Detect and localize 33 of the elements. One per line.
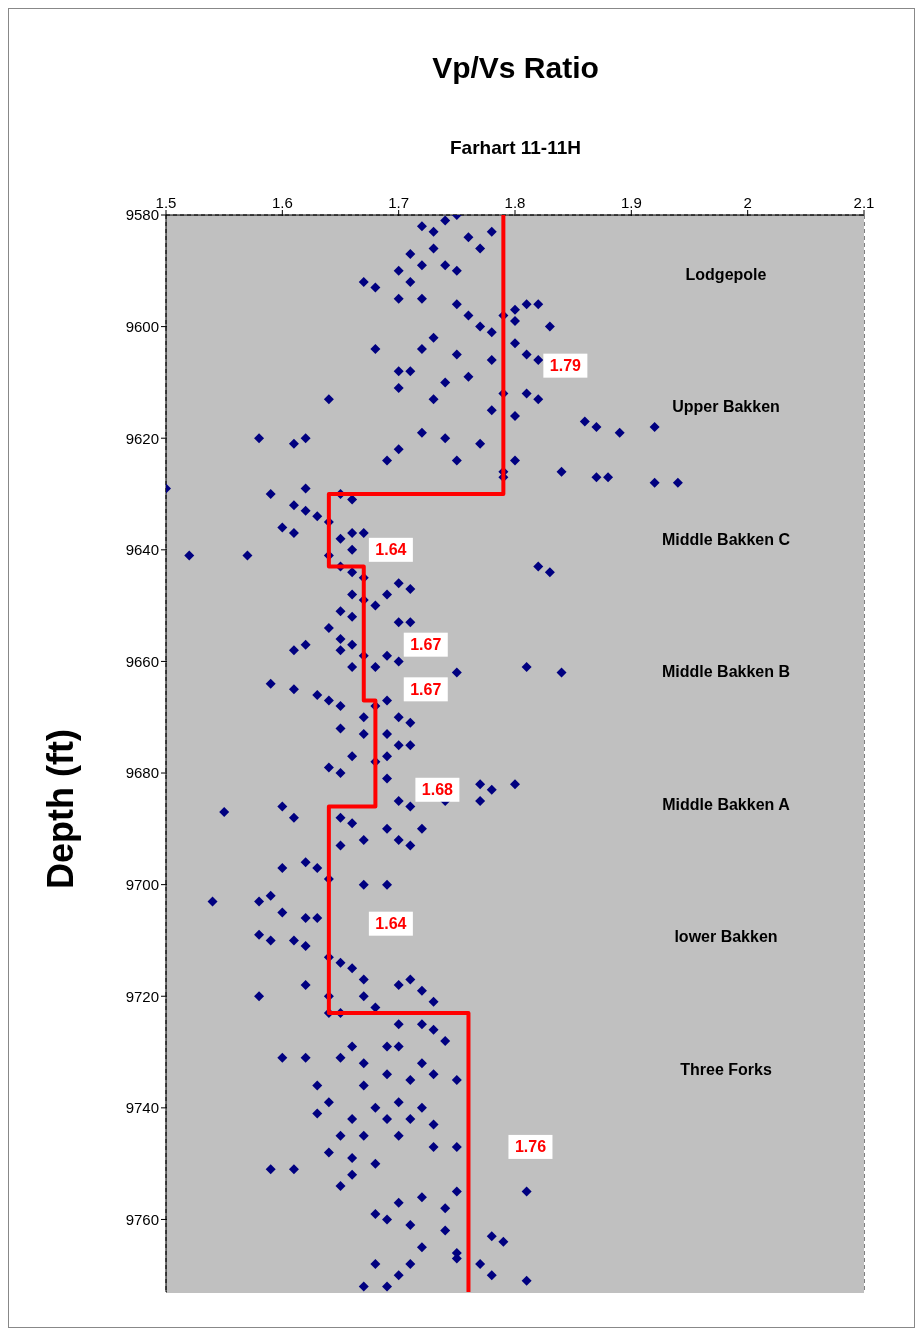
annotation: Lodgepole xyxy=(685,265,767,283)
annotation: 1.76 xyxy=(514,1138,547,1156)
y-tick-label: 9700 xyxy=(125,875,159,893)
chart-title: Vp/Vs Ratio xyxy=(431,51,600,85)
line-series xyxy=(326,215,506,1292)
y-tick-label: 9600 xyxy=(125,317,159,335)
x-tick-label: 1.9 xyxy=(620,194,642,211)
annotation: lower Bakken xyxy=(674,928,778,945)
annotation: 1.64 xyxy=(375,915,407,933)
annotation: Upper Bakken xyxy=(672,398,780,415)
y-axis-title: Depth (ft) xyxy=(40,729,82,889)
annotation: Middle Bakken B xyxy=(661,663,791,680)
y-tick-label: 9720 xyxy=(125,987,159,1005)
annotation: 1.64 xyxy=(375,541,407,559)
y-tick-label: 9640 xyxy=(125,541,159,559)
x-tick-label: 2.1 xyxy=(853,194,875,211)
annotation: 1.79 xyxy=(549,357,582,375)
y-tick-label: 9680 xyxy=(125,764,159,782)
x-tick-label: 1.7 xyxy=(388,194,410,211)
x-tick-label: 2 xyxy=(743,194,752,211)
x-tick-label: 1.8 xyxy=(504,194,526,211)
chart-subtitle: Farhart 11-11H xyxy=(449,137,582,159)
y-tick-label: 9740 xyxy=(125,1099,159,1117)
y-tick-label: 9620 xyxy=(125,429,159,447)
annotation: 1.67 xyxy=(410,636,442,654)
annotation: Middle Bakken A xyxy=(662,795,791,813)
annotation: Middle Bakken C xyxy=(661,530,791,548)
x-tick-label: 1.6 xyxy=(271,194,293,211)
annotation: 1.68 xyxy=(421,781,454,799)
annotation: 1.67 xyxy=(410,680,442,698)
annotation: Three Forks xyxy=(680,1060,772,1078)
y-tick-label: 9660 xyxy=(125,652,159,670)
y-tick-label: 9760 xyxy=(125,1210,159,1228)
